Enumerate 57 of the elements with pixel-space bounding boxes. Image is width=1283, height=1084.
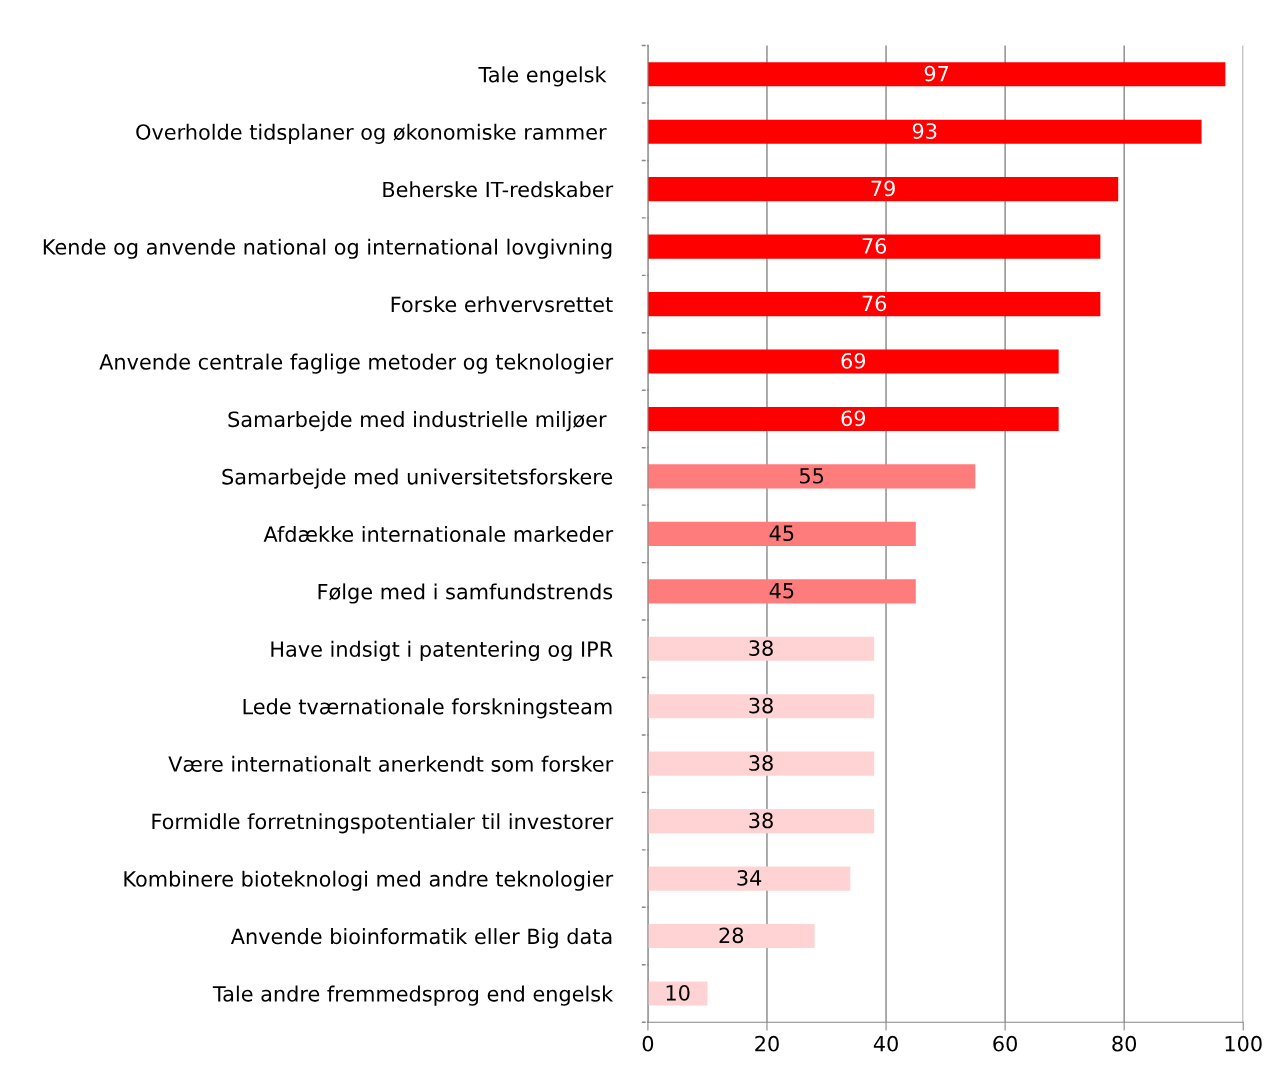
- bar: [647, 119, 1202, 144]
- y-tick-label: Lede tværnationale forskningsteam: [243, 698, 612, 719]
- data-label: 55: [799, 468, 824, 484]
- bar: [647, 349, 1059, 374]
- bar: [647, 406, 1059, 432]
- y-tick-label: Overholde tidsplaner og økonomiske rammer: [136, 123, 607, 144]
- data-label: 28: [719, 927, 744, 944]
- bar: [647, 866, 851, 891]
- bar: [647, 981, 708, 1006]
- bar: [647, 464, 976, 489]
- y-tick-label: Have indsigt i patentering og IPR: [271, 640, 613, 662]
- data-label: 45: [769, 583, 794, 599]
- y-tick-label: Samarbejde med industrielle miljøer: [228, 411, 607, 432]
- bar: [647, 809, 875, 834]
- x-tick-label: 100: [1225, 1035, 1262, 1052]
- bar: [647, 751, 875, 776]
- data-label: 79: [871, 180, 895, 197]
- x-tick-label: 40: [873, 1035, 898, 1052]
- data-label: 10: [666, 984, 690, 1001]
- bar: [647, 636, 875, 661]
- y-tick-label: Afdække internationale markeder: [263, 525, 614, 543]
- data-label: 38: [749, 755, 773, 771]
- data-label: 69: [841, 352, 866, 369]
- bar: [647, 292, 1101, 317]
- y-tick-label: Følge med i samfundstrends: [318, 583, 613, 604]
- bar: [647, 923, 815, 949]
- x-tick-label: 60: [993, 1035, 1017, 1052]
- data-label: 38: [749, 640, 773, 656]
- bar: [647, 521, 916, 546]
- y-tick-label: Beherske IT-redskaber: [383, 181, 614, 198]
- data-label: 76: [862, 238, 887, 254]
- y-tick-label: Samarbejde med universitetsforskere: [222, 468, 613, 489]
- data-label: 93: [912, 123, 937, 139]
- data-label: 38: [749, 812, 773, 829]
- x-tick-label: 0: [642, 1035, 654, 1052]
- bar: [647, 579, 916, 604]
- x-tick-label: 20: [755, 1035, 779, 1052]
- data-label: 69: [841, 410, 866, 427]
- y-tick-label: Kende og anvende national og international lovgivning: [43, 238, 612, 259]
- data-label: 34: [737, 870, 762, 886]
- bar: [647, 234, 1101, 259]
- y-tick-label: Formidle forretningspotentialer til investorer: [152, 813, 614, 834]
- data-label: 76: [862, 295, 887, 312]
- y-tick-label: Være internationalt anerkendt som forsker: [168, 755, 614, 772]
- y-tick-label: Tale engelsk: [478, 66, 607, 87]
- bar: [647, 694, 875, 719]
- data-label: 45: [769, 525, 794, 542]
- bar: [647, 62, 1226, 87]
- bar: [647, 177, 1119, 202]
- y-tick-label: Tale andre fremmedsprog end engelsk: [212, 985, 614, 1006]
- data-label: 97: [924, 65, 949, 82]
- data-label: 38: [749, 697, 773, 714]
- y-tick-label: Kombinere bioteknologi med andre teknologier: [124, 870, 614, 891]
- x-tick-label: 80: [1112, 1035, 1137, 1052]
- y-tick-label: Anvende centrale faglige metoder og teknologier: [99, 353, 614, 374]
- y-tick-label: Forske erhvervsrettet: [391, 296, 613, 313]
- y-tick-label: Anvende bioinformatik eller Big data: [230, 928, 612, 949]
